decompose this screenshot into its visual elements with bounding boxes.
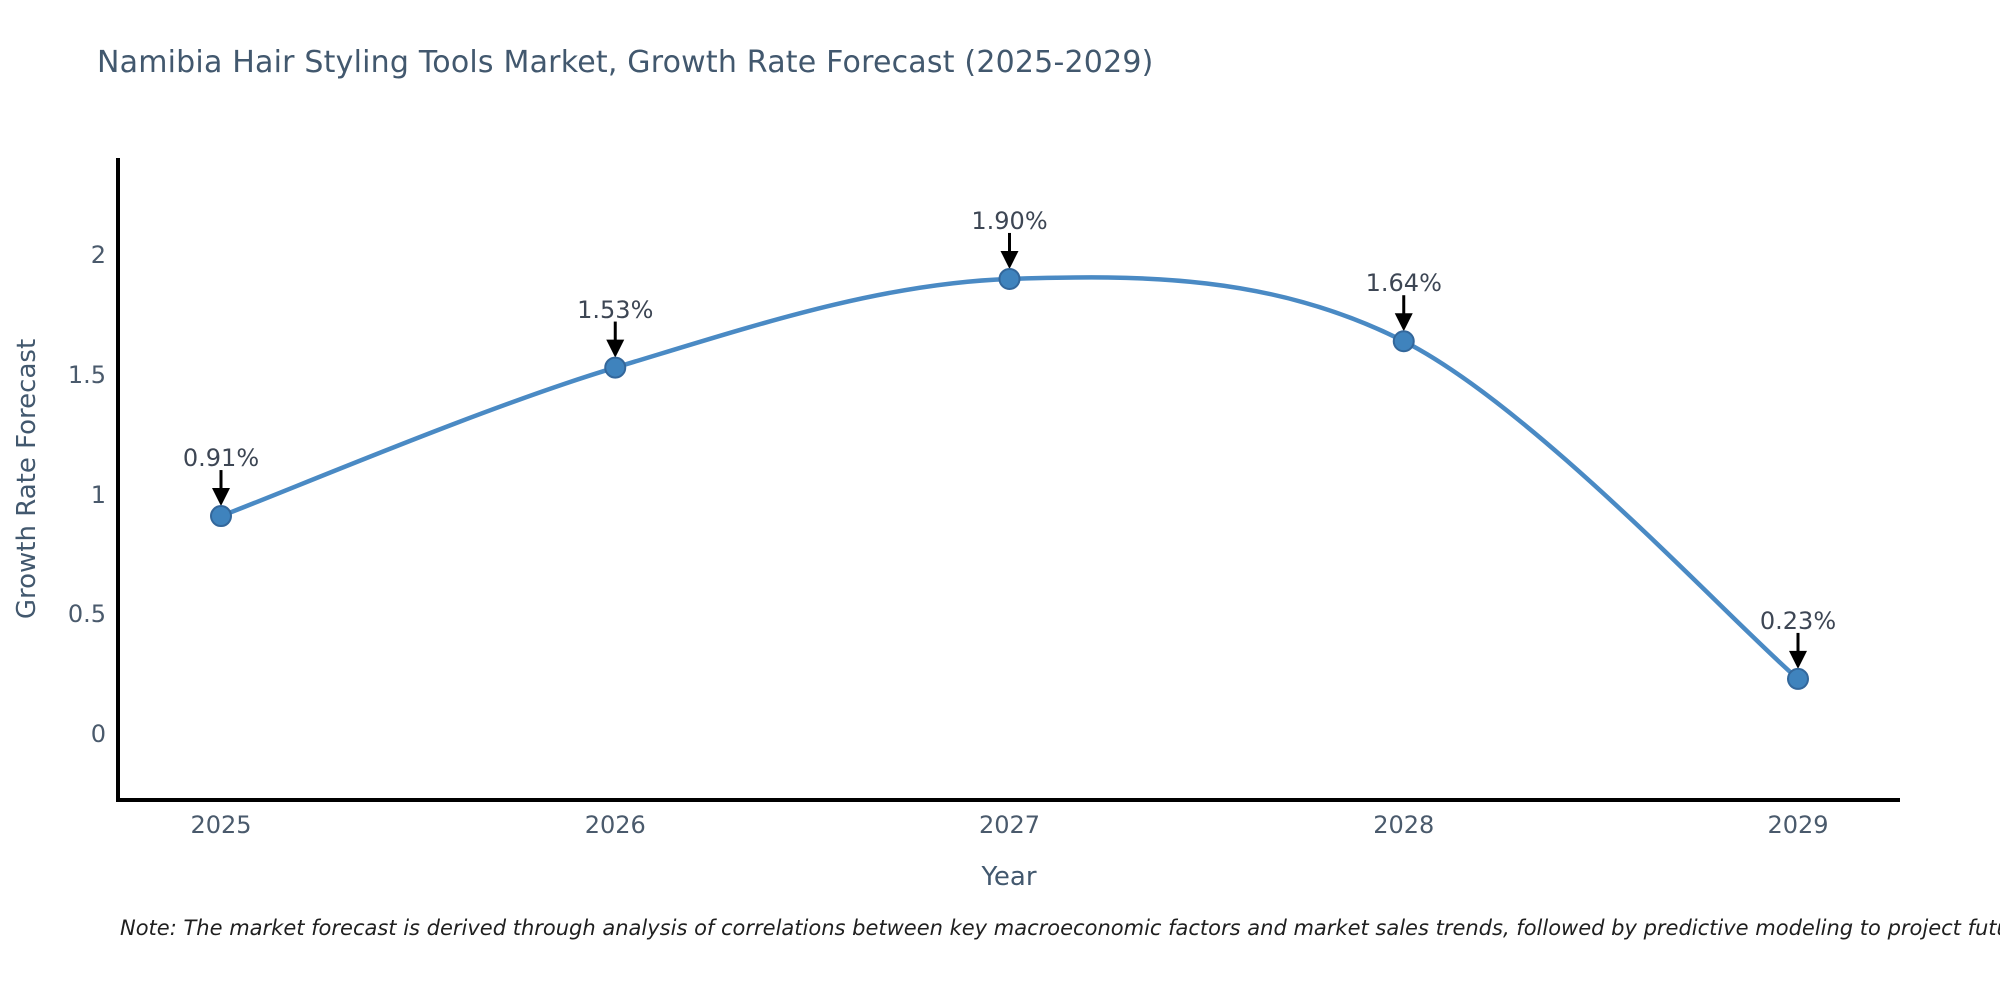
y-tick-label: 1 bbox=[90, 480, 106, 509]
y-tick-label: 0 bbox=[90, 720, 106, 748]
chart-title: Namibia Hair Styling Tools Market, Growt… bbox=[97, 45, 1154, 80]
axis-lines bbox=[116, 158, 1900, 802]
x-tick-label: 2027 bbox=[978, 811, 1041, 839]
y-tick-label: 0.5 bbox=[67, 600, 106, 629]
y-tick-label: 2 bbox=[90, 241, 106, 269]
forecast-line bbox=[220, 275, 1800, 681]
data-point-label: 1.64% bbox=[1365, 269, 1442, 298]
data-point-marker[interactable] bbox=[1392, 330, 1415, 353]
annotation-arrow-head bbox=[1000, 250, 1019, 269]
y-tick-label: 1.5 bbox=[67, 360, 106, 389]
data-point-label: 1.53% bbox=[577, 295, 654, 324]
annotation-arrow-head bbox=[1789, 650, 1807, 669]
data-point-marker[interactable] bbox=[1787, 667, 1809, 690]
chart-footnote: Note: The market forecast is derived thr… bbox=[120, 916, 2000, 940]
data-point-marker[interactable] bbox=[998, 267, 1021, 290]
x-tick-label: 2028 bbox=[1373, 811, 1435, 839]
annotation-arrow-head bbox=[212, 488, 230, 507]
x-tick-label: 2026 bbox=[584, 811, 646, 839]
data-point-label: 1.90% bbox=[971, 206, 1048, 235]
annotation-arrow-head bbox=[606, 339, 625, 358]
data-point-label: 0.23% bbox=[1759, 606, 1837, 635]
x-axis-title: Year bbox=[981, 862, 1037, 892]
data-point-label: 0.91% bbox=[182, 444, 260, 473]
annotation-arrow-head bbox=[1394, 313, 1413, 332]
data-point-marker[interactable] bbox=[604, 356, 627, 379]
x-tick-label: 2025 bbox=[190, 811, 252, 839]
x-tick-label: 2029 bbox=[1767, 811, 1829, 839]
data-point-marker[interactable] bbox=[210, 505, 232, 528]
y-axis-title: Growth Rate Forecast bbox=[12, 338, 42, 620]
